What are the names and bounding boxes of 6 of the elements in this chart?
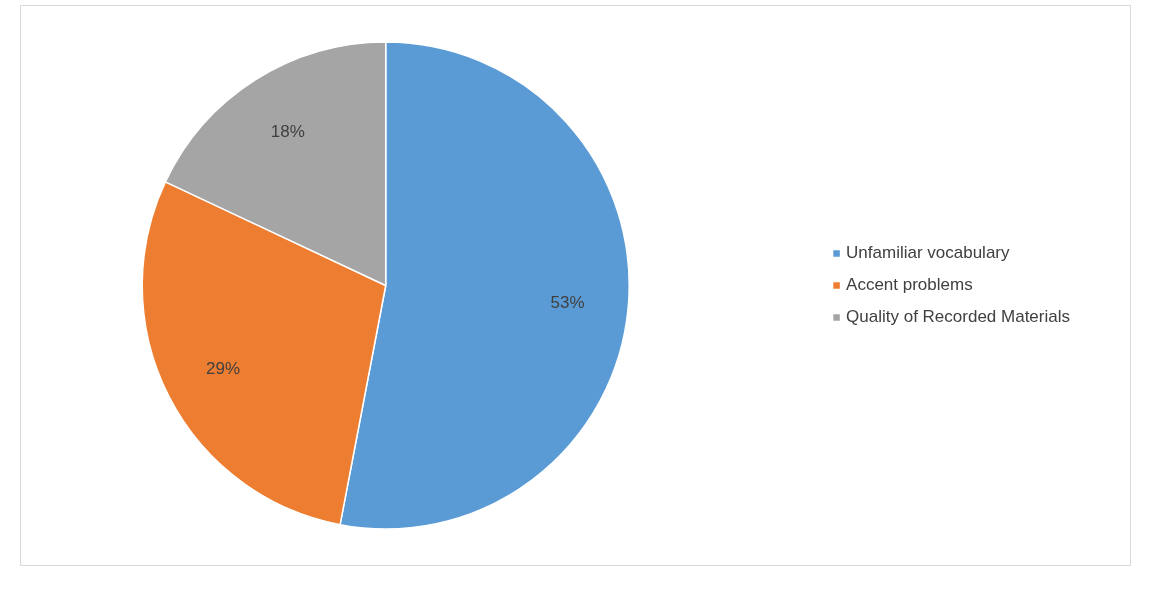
- legend-label: Quality of Recorded Materials: [846, 307, 1070, 327]
- legend-label: Unfamiliar vocabulary: [846, 243, 1010, 263]
- data-label: 53%: [550, 293, 585, 313]
- legend-label: Accent problems: [846, 275, 973, 295]
- data-label: 18%: [270, 121, 305, 141]
- data-label: 29%: [206, 358, 241, 378]
